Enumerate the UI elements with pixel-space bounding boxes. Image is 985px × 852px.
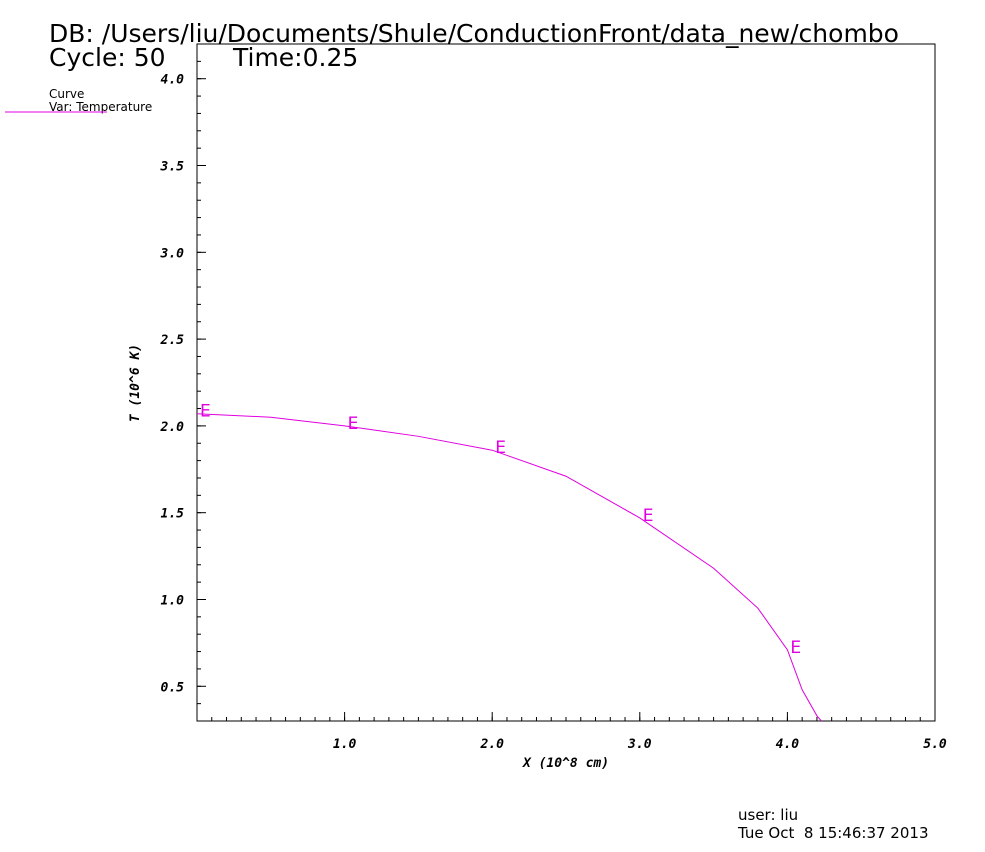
y-tick-label: 3.0: [160, 246, 185, 261]
x-tick-label: 3.0: [627, 737, 652, 752]
plot-frame: [196, 43, 936, 722]
y-tick-label: 0.5: [161, 680, 185, 695]
x-axis-label: X (10^8 cm): [522, 756, 609, 771]
curve: [196, 413, 822, 722]
curve-point-label: E: [348, 414, 359, 434]
x-tick-label: 5.0: [923, 737, 947, 752]
x-tick-label: 4.0: [776, 737, 800, 752]
y-tick-label: 4.0: [161, 73, 185, 88]
curve-point-label: E: [495, 438, 506, 458]
y-tick-label: 1.5: [161, 507, 185, 522]
cycle-label: Cycle: 50: [49, 43, 166, 72]
y-tick-label: 2.5: [160, 333, 185, 348]
legend-entry: Var: Temperature: [49, 100, 152, 114]
x-tick-label: 1.0: [333, 737, 357, 752]
user-label: user: liu: [738, 806, 798, 824]
curve-point-label: E: [200, 402, 211, 422]
y-axis-label: T (10^6 K): [128, 344, 143, 422]
y-tick-label: 1.0: [161, 593, 185, 608]
chart-title: DB: /Users/liu/Documents/Shule/Conductio…: [49, 19, 899, 48]
curve-point-label: E: [643, 506, 654, 526]
time-label: Time:0.25: [232, 43, 358, 72]
x-tick-label: 2.0: [479, 737, 504, 752]
legend-title: Curve: [49, 87, 84, 101]
y-tick-label: 2.0: [160, 420, 185, 435]
curve-point-label: E: [790, 638, 801, 658]
date-label: Tue Oct 8 15:46:37 2013: [737, 824, 928, 842]
y-tick-label: 3.5: [160, 160, 185, 175]
